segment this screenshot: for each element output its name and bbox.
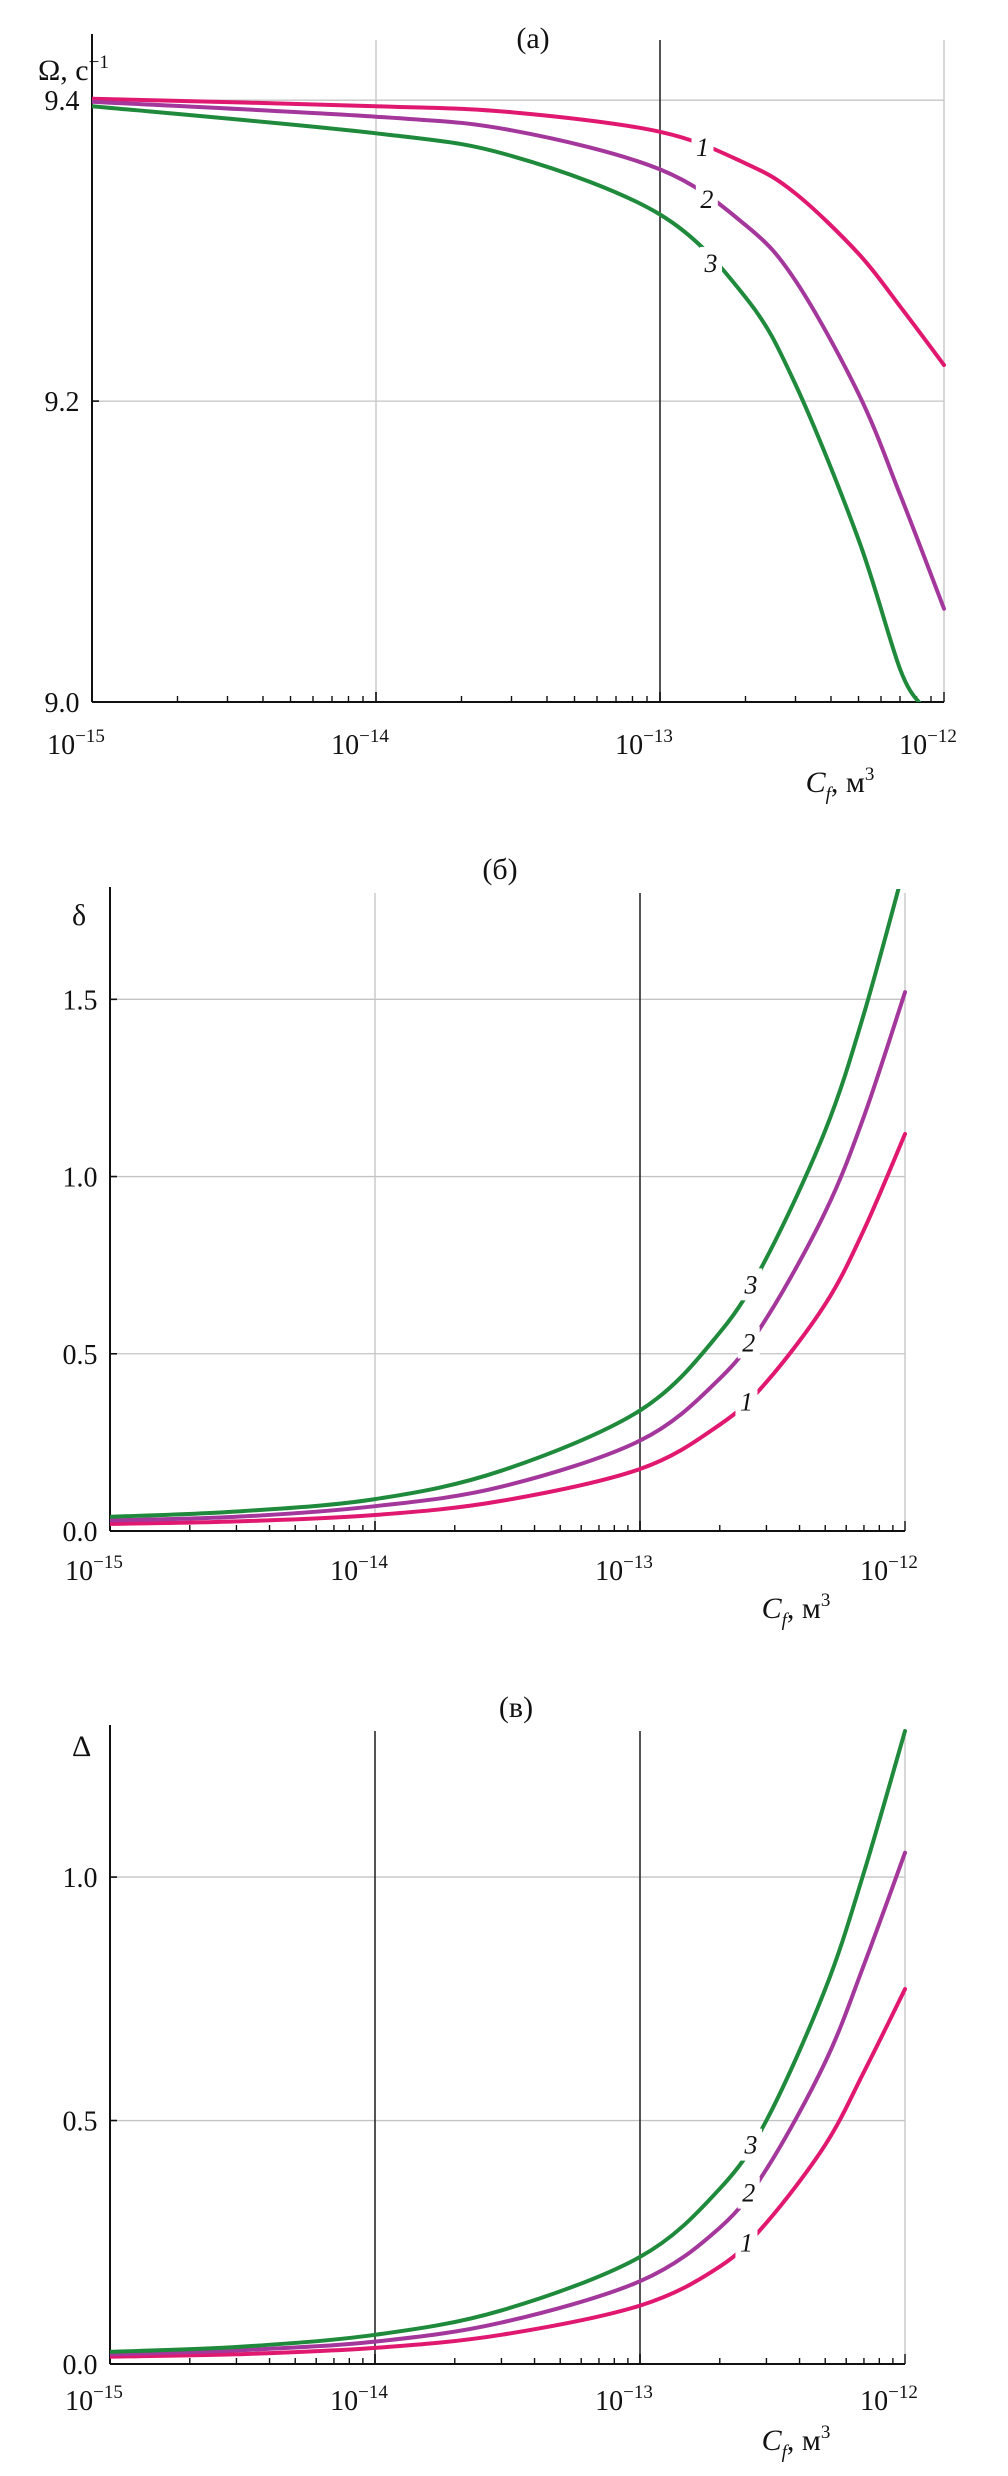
curve-2 — [110, 1850, 907, 2357]
y-tick-label: 1.5 — [63, 985, 98, 1016]
curve-label-3: 3 — [743, 1270, 757, 1299]
curve-label-gap — [695, 183, 718, 216]
x-tick-label: 10−13 — [615, 726, 673, 761]
y-tick-label: 0.5 — [63, 2107, 98, 2138]
x-tick-label: 10−15 — [47, 726, 105, 761]
curve-label-gap — [700, 246, 723, 279]
x-tick-label: 10−14 — [330, 1552, 388, 1587]
x-tick-label: 10−12 — [860, 1552, 918, 1587]
y-axis-label: Ω, с−1 — [38, 52, 109, 87]
y-axis-label: Δ — [72, 1730, 91, 1763]
curve-label-1: 1 — [740, 2228, 753, 2257]
y-tick-label: 0.0 — [63, 1517, 98, 1548]
chart-title: (б) — [482, 853, 517, 886]
curve-2 — [110, 990, 907, 1523]
curve-2 — [92, 99, 946, 611]
chart-panel-1: 9.0 9.2 9.4 10−15 10−14 10−13 10−12 (a) Ω, с−1 Cf… — [38, 22, 957, 805]
curve-1 — [92, 96, 946, 367]
curve-label-2: 2 — [700, 185, 713, 214]
curve-label-1: 1 — [696, 133, 709, 162]
y-axis-label: δ — [72, 899, 86, 932]
chart-panel-2: 0.0 0.5 1.0 1.5 10−15 10−14 10−13 10−12 (б) δ Cf, … — [63, 853, 918, 1631]
curve-3 — [92, 104, 922, 702]
x-tick-label: 10−14 — [331, 726, 389, 761]
curve-label-gap — [737, 2176, 760, 2209]
x-axis-label: Cf, м3 — [762, 2422, 831, 2463]
y-tick-label: 9.2 — [45, 387, 80, 418]
curve-label-gap — [691, 131, 714, 164]
y-tick-label: 0.0 — [63, 2350, 98, 2381]
curve-3 — [110, 889, 901, 1519]
x-axis-label: Cf, м3 — [762, 1590, 831, 1631]
x-tick-label: 10−14 — [330, 2382, 388, 2417]
curve-label-gap — [739, 1268, 762, 1301]
x-axis-label: Cf, м3 — [806, 764, 875, 805]
x-tick-label: 10−13 — [595, 2382, 653, 2417]
curve-label-2: 2 — [742, 1328, 755, 1357]
curve-label-gap — [737, 1326, 760, 1359]
curve-label-1: 1 — [740, 1387, 753, 1416]
curve-label-2: 2 — [742, 2179, 755, 2208]
curve-label-gap — [739, 2128, 762, 2161]
x-tick-label: 10−13 — [595, 1552, 653, 1587]
y-tick-label: 1.0 — [63, 1863, 98, 1894]
x-tick-label: 10−15 — [65, 1552, 123, 1587]
y-tick-label: 1.0 — [63, 1163, 98, 1194]
curve-1 — [110, 1132, 907, 1526]
x-tick-label: 10−15 — [65, 2382, 123, 2417]
curve-1 — [110, 1987, 907, 2359]
curve-label-3: 3 — [743, 2131, 757, 2160]
y-tick-label: 9.4 — [45, 86, 80, 117]
curve-label-gap — [735, 2226, 758, 2259]
curve-label-gap — [735, 1385, 758, 1418]
curve-3 — [110, 1729, 907, 2354]
y-tick-label: 0.5 — [63, 1340, 98, 1371]
x-tick-label: 10−12 — [899, 726, 957, 761]
y-tick-label: 9.0 — [45, 688, 80, 719]
x-tick-label: 10−12 — [860, 2382, 918, 2417]
chart-title: (a) — [516, 22, 549, 55]
chart-title: (в) — [499, 1691, 533, 1724]
chart-panel-3: 0.0 0.5 1.0 10−15 10−14 10−13 10−12 (в) Δ Cf, м3 1… — [63, 1691, 918, 2463]
curve-label-3: 3 — [704, 249, 718, 278]
